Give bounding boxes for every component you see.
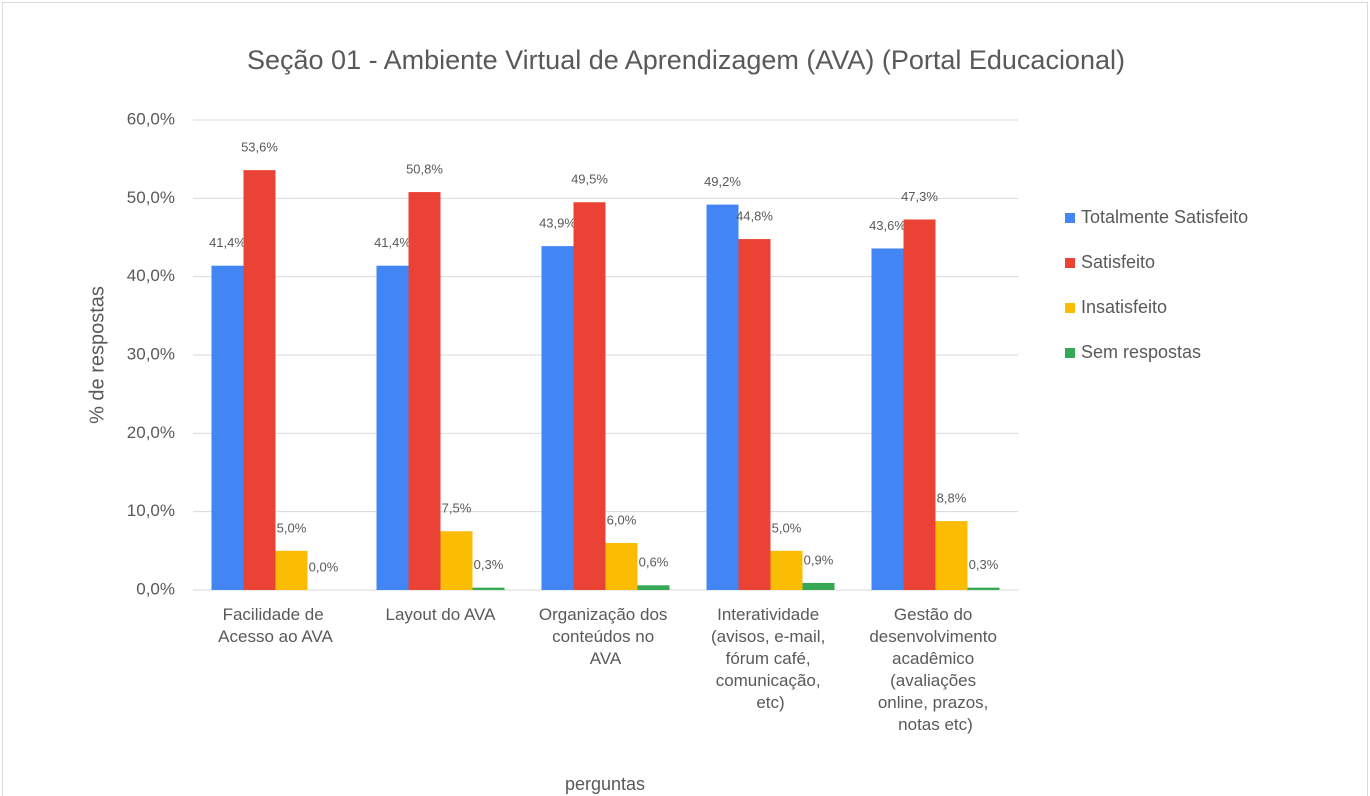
bar <box>770 550 803 590</box>
data-label: 0,0% <box>309 559 339 574</box>
data-label: 6,0% <box>607 512 637 527</box>
legend-label: Satisfeito <box>1081 252 1155 272</box>
data-label: 5,0% <box>277 520 307 535</box>
bar <box>211 265 244 590</box>
legend-swatch <box>1065 348 1075 358</box>
bar <box>605 543 638 590</box>
data-label: 53,6% <box>241 140 278 155</box>
data-label: 44,8% <box>736 209 773 224</box>
data-label: 41,4% <box>209 235 246 250</box>
data-label: 0,3% <box>474 557 504 572</box>
bar <box>871 248 904 590</box>
x-tick-label: Layout do AVA <box>386 605 497 624</box>
data-label: 0,6% <box>639 555 669 570</box>
bar <box>376 265 409 590</box>
y-tick-label: 20,0% <box>127 423 175 442</box>
legend-label: Sem respostas <box>1081 342 1201 362</box>
chart-title: Seção 01 - Ambiente Virtual de Aprendiza… <box>247 45 1125 75</box>
data-label: 43,6% <box>869 218 906 233</box>
data-label: 49,5% <box>571 172 608 187</box>
data-label: 43,9% <box>539 216 576 231</box>
bar <box>243 170 276 590</box>
data-label: 41,4% <box>374 235 411 250</box>
data-label: 47,3% <box>901 189 938 204</box>
bar <box>967 587 1000 590</box>
y-axis-label: % de respostas <box>86 286 108 424</box>
data-label: 5,0% <box>772 520 802 535</box>
data-label: 7,5% <box>442 501 472 516</box>
bar <box>738 239 771 591</box>
x-tick-label: Gestão do desenvolvimento acadêmico (ava… <box>869 605 1001 734</box>
y-tick-label: 0,0% <box>136 579 175 598</box>
bar <box>472 587 505 590</box>
bar <box>440 531 473 590</box>
bar <box>275 550 308 590</box>
legend-swatch <box>1065 213 1075 223</box>
y-tick-label: 10,0% <box>127 501 175 520</box>
y-tick-label: 30,0% <box>127 344 175 363</box>
bar <box>541 246 574 590</box>
bar <box>935 521 968 590</box>
data-label: 50,8% <box>406 162 443 177</box>
bar <box>573 202 606 590</box>
bar <box>706 204 739 590</box>
y-tick-label: 60,0% <box>127 109 175 128</box>
data-label: 0,9% <box>804 552 834 567</box>
bar <box>408 192 441 591</box>
bar <box>802 582 835 590</box>
x-tick-label: Facilidade de Acesso ao AVA <box>218 605 333 646</box>
y-tick-label: 40,0% <box>127 266 175 285</box>
x-tick-label: Interatividade (avisos, e-mail, fórum ca… <box>711 605 830 712</box>
x-tick-label: Organização dos conteúdos no AVA <box>539 605 672 668</box>
legend-label: Totalmente Satisfeito <box>1081 207 1248 227</box>
legend-swatch <box>1065 258 1075 268</box>
bar <box>637 585 670 590</box>
legend-label: Insatisfeito <box>1081 297 1167 317</box>
data-label: 0,3% <box>969 557 999 572</box>
bar <box>903 219 936 590</box>
legend-swatch <box>1065 303 1075 313</box>
data-label: 49,2% <box>704 174 741 189</box>
y-tick-label: 50,0% <box>127 188 175 207</box>
x-axis-label: perguntas <box>565 774 645 794</box>
data-label: 8,8% <box>937 491 967 506</box>
